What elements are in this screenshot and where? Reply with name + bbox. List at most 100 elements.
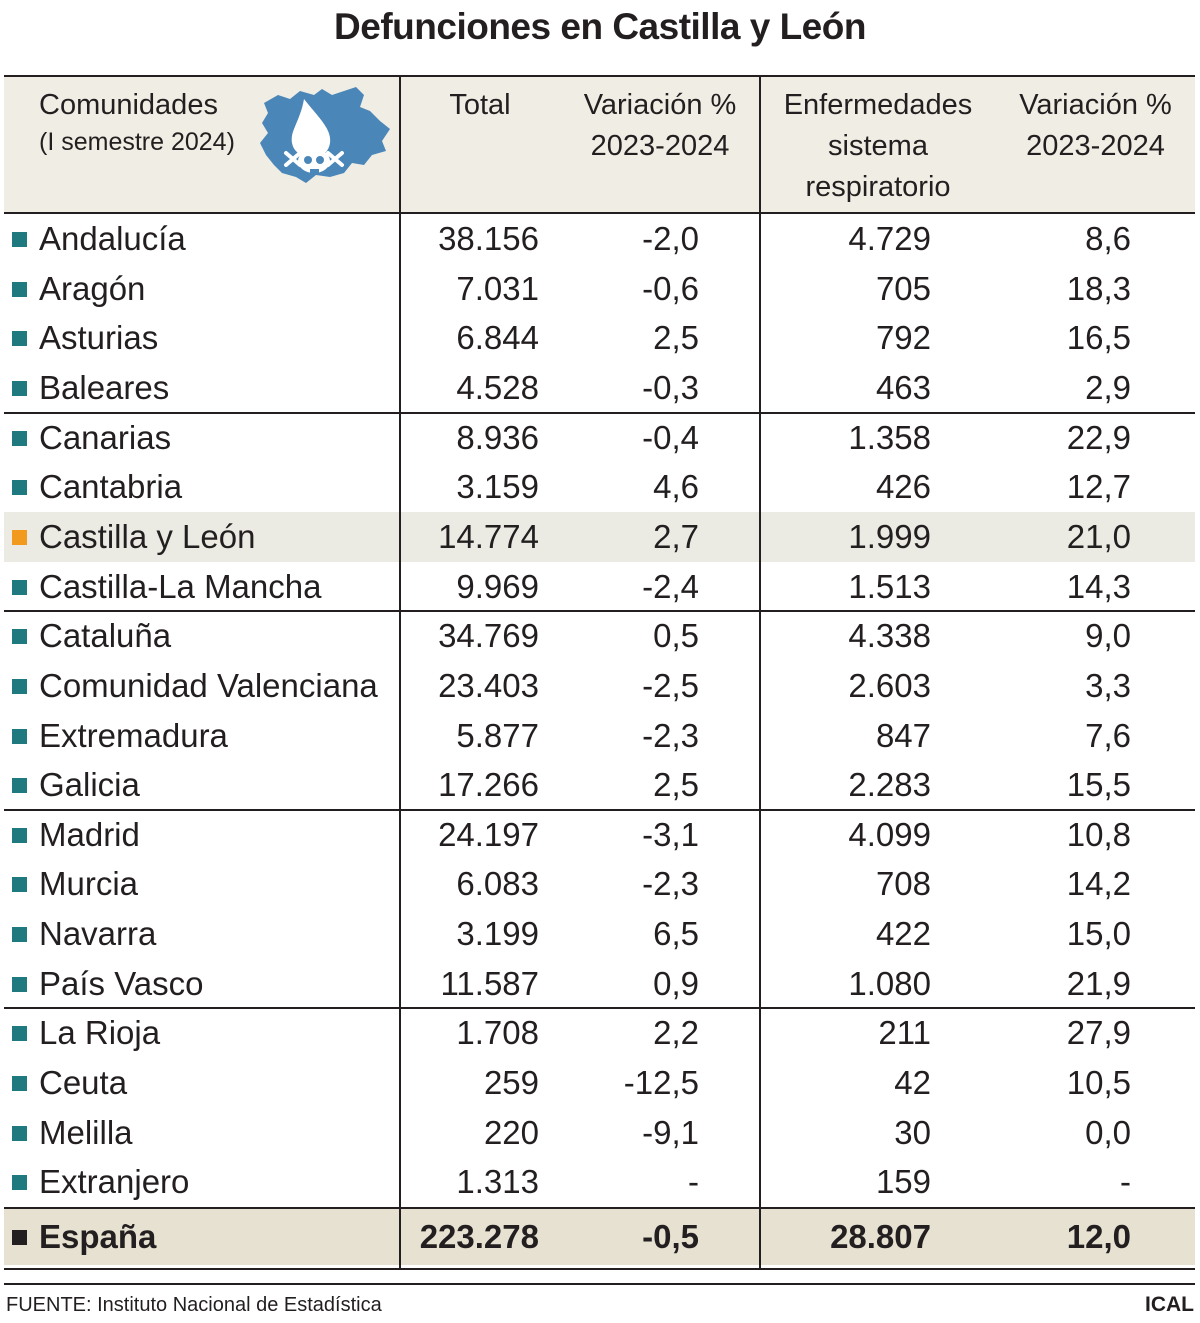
- row-respiratorio: 211: [878, 1014, 931, 1052]
- row-variacion-total: -3,1: [642, 815, 699, 853]
- row-variacion-total: -0,3: [642, 368, 699, 406]
- row-variacion-total: 2,5: [653, 319, 699, 357]
- table-row: Castilla y León 14.774 2,7 1.999 21,0: [4, 511, 1195, 562]
- header-variacion-total: Variación % 2023-2024: [560, 85, 760, 167]
- table-row: País Vasco 11.587 0,9 1.080 21,9: [4, 959, 1195, 1009]
- table-row: Galicia 17.266 2,5 2.283 15,5: [4, 760, 1195, 810]
- row-variacion-respiratorio: 12,0: [1066, 1218, 1131, 1255]
- row-respiratorio: 426: [875, 468, 931, 506]
- header-variacion-respiratorio: Variación % 2023-2024: [996, 85, 1195, 167]
- row-total: 220: [483, 1113, 539, 1151]
- row-variacion-total: 2,7: [653, 517, 699, 555]
- row-marker-icon: [12, 1026, 27, 1042]
- row-name: Melilla: [39, 1113, 133, 1151]
- row-name: Madrid: [39, 815, 140, 853]
- row-variacion-respiratorio: 12,7: [1066, 468, 1131, 506]
- row-total: 3.159: [456, 468, 539, 506]
- table-row: Canarias 8.936 -0,4 1.358 22,9: [4, 413, 1195, 463]
- row-total: 17.266: [438, 766, 539, 804]
- header-variacion-respiratorio-line2: 2023-2024: [1026, 130, 1165, 162]
- row-respiratorio: 1.999: [848, 517, 931, 555]
- row-variacion-respiratorio: 2,9: [1085, 368, 1131, 406]
- row-variacion-respiratorio: 9,0: [1085, 617, 1131, 655]
- row-name: Galicia: [39, 766, 140, 804]
- row-total: 4.528: [456, 368, 539, 406]
- header-variacion-respiratorio-line1: Variación %: [1019, 89, 1172, 121]
- row-total: 9.969: [456, 567, 539, 605]
- row-variacion-total: -2,4: [642, 567, 699, 605]
- row-total: 8.936: [456, 418, 539, 456]
- row-variacion-respiratorio: 16,5: [1066, 319, 1131, 357]
- row-marker-icon: [12, 480, 27, 496]
- row-marker-icon: [12, 778, 27, 794]
- table-row: Aragón 7.031 -0,6 705 18,3: [4, 264, 1195, 314]
- row-variacion-total: -2,0: [642, 220, 699, 257]
- row-variacion-respiratorio: 22,9: [1066, 418, 1131, 456]
- row-variacion-respiratorio: 21,0: [1066, 517, 1131, 555]
- row-variacion-respiratorio: 14,3: [1066, 567, 1131, 605]
- footer-divider: [4, 1283, 1195, 1285]
- header-respiratorio-line1: Enfermedades: [783, 89, 973, 121]
- row-marker-icon: [12, 430, 27, 446]
- row-variacion-respiratorio: -: [1120, 1163, 1131, 1201]
- row-marker-icon: [12, 281, 27, 297]
- row-total: 1.313: [456, 1163, 539, 1201]
- source-note: FUENTE: Instituto Nacional de Estadístic…: [6, 1294, 382, 1316]
- row-total: 24.197: [438, 815, 539, 853]
- table-header: Comunidades (I semestre 2024) Total Vari…: [4, 77, 1195, 214]
- group-separator: [4, 411, 1195, 414]
- row-total: 11.587: [440, 964, 539, 1002]
- row-variacion-respiratorio: 10,8: [1066, 815, 1131, 853]
- row-variacion-total: -9,1: [642, 1113, 699, 1151]
- header-total: Total: [400, 85, 560, 126]
- credit-label: ICAL: [1145, 1293, 1194, 1316]
- row-name: Extranjero: [39, 1163, 190, 1201]
- row-marker-icon: [12, 927, 27, 943]
- row-marker-icon: [12, 1076, 27, 1092]
- row-variacion-total: 0,9: [653, 964, 699, 1002]
- chart-title: Defunciones en Castilla y León: [334, 6, 866, 47]
- header-respiratorio: Enfermedades sistema respiratorio: [760, 85, 996, 208]
- row-variacion-total: -2,3: [642, 716, 699, 754]
- row-variacion-respiratorio: 10,5: [1066, 1064, 1131, 1102]
- row-respiratorio: 2.603: [848, 666, 931, 704]
- row-respiratorio: 42: [894, 1064, 931, 1102]
- row-marker-icon: [12, 976, 27, 992]
- row-marker-icon: [12, 1230, 27, 1245]
- row-name: España: [39, 1218, 157, 1255]
- table-row: Extremadura 5.877 -2,3 847 7,6: [4, 711, 1195, 761]
- row-respiratorio: 30: [894, 1113, 931, 1151]
- row-respiratorio: 1.513: [848, 567, 931, 605]
- row-variacion-respiratorio: 14,2: [1066, 865, 1131, 903]
- table-row: Asturias 6.844 2,5 792 16,5: [4, 313, 1195, 363]
- header-comunidades-label: Comunidades: [39, 89, 218, 121]
- row-name: Extremadura: [39, 716, 228, 754]
- table-row: Andalucía 38.156 -2,0 4.729 8,6: [4, 214, 1195, 264]
- row-variacion-respiratorio: 15,5: [1066, 766, 1131, 804]
- row-variacion-total: -2,5: [642, 666, 699, 704]
- row-respiratorio: 159: [875, 1163, 931, 1201]
- row-marker-icon: [12, 678, 27, 694]
- table-row: Extranjero 1.313 - 159 -: [4, 1157, 1195, 1207]
- row-name: Comunidad Valenciana: [39, 666, 378, 704]
- row-name: Asturias: [39, 319, 159, 357]
- data-table: Comunidades (I semestre 2024) Total Vari…: [4, 75, 1195, 1270]
- row-variacion-total: -0,6: [642, 269, 699, 307]
- table-row: Melilla 220 -9,1 30 0,0: [4, 1108, 1195, 1158]
- row-respiratorio: 2.283: [848, 766, 931, 804]
- table-row: Baleares 4.528 -0,3 463 2,9: [4, 363, 1195, 413]
- row-total: 6.083: [456, 865, 539, 903]
- group-separator: [4, 610, 1195, 613]
- row-name: Murcia: [39, 865, 139, 903]
- row-respiratorio: 708: [875, 865, 931, 903]
- row-variacion-total: -0,5: [642, 1218, 699, 1255]
- table-row: Cantabria 3.159 4,6 426 12,7: [4, 462, 1195, 512]
- row-marker-icon: [12, 1175, 27, 1191]
- row-variacion-respiratorio: 27,9: [1066, 1014, 1131, 1052]
- row-total: 223.278: [419, 1218, 539, 1255]
- row-respiratorio: 4.099: [848, 815, 931, 853]
- header-variacion-total-line1: Variación %: [583, 89, 737, 121]
- row-name: Aragón: [39, 269, 146, 307]
- table-row: Castilla-La Mancha 9.969 -2,4 1.513 14,3: [4, 562, 1195, 612]
- row-total: 5.877: [456, 716, 539, 754]
